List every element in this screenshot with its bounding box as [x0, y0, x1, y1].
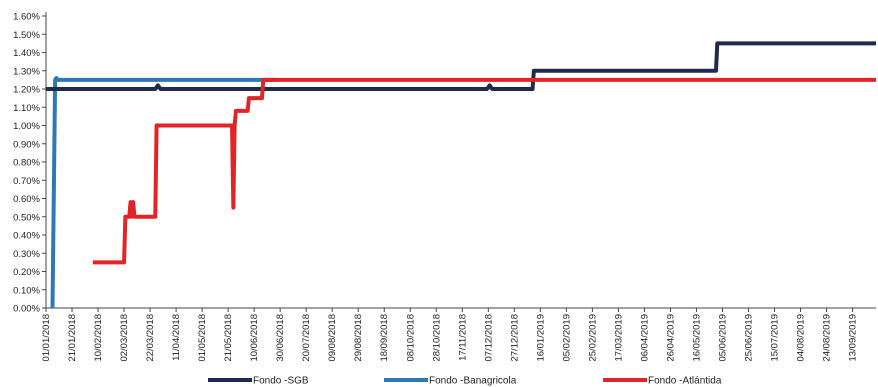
y-tick-label: 1.10% [13, 103, 40, 114]
x-tick-label: 05/06/2019 [717, 314, 728, 362]
x-tick-label: 21/01/2018 [67, 314, 78, 362]
x-tick-label: 22/03/2018 [145, 314, 156, 362]
x-tick-label: 28/10/2018 [431, 314, 442, 362]
x-tick-label: 27/12/2018 [509, 314, 520, 362]
y-tick-label: 0.70% [13, 176, 40, 187]
x-tick-label: 01/05/2018 [197, 314, 208, 362]
y-tick-label: 0.90% [13, 139, 40, 150]
x-tick-label: 30/06/2018 [275, 314, 286, 362]
x-tick-label: 24/08/2019 [822, 314, 833, 362]
series-layer [46, 41, 876, 309]
x-tick-label: 09/08/2018 [327, 314, 338, 362]
y-tick-label: 0.00% [13, 304, 40, 315]
x-tick-label: 20/07/2018 [301, 314, 312, 362]
x-tick-label: 21/05/2018 [223, 314, 234, 362]
x-tick-label: 11/04/2018 [171, 314, 182, 361]
x-tick-label: 17/03/2019 [613, 314, 624, 362]
y-tick-label: 0.20% [13, 267, 40, 278]
y-tick-label: 0.30% [13, 249, 40, 260]
y-tick-label: 0.60% [13, 194, 40, 205]
x-tick-label: 18/09/2018 [379, 314, 390, 362]
y-tick-label: 0.80% [13, 158, 40, 169]
y-tick-label: 1.20% [13, 85, 40, 96]
y-tick-label: 1.50% [13, 30, 40, 41]
x-axis: 01/01/2018 21/01/2018 10/02/2018 02/03/2018… [41, 307, 876, 362]
x-tick-label: 04/08/2019 [796, 314, 807, 362]
x-tick-label: 29/08/2018 [353, 314, 364, 362]
y-tick-label: 1.60% [13, 12, 40, 23]
x-tick-label: 08/10/2018 [405, 314, 416, 362]
x-tick-label: 25/06/2019 [744, 314, 755, 362]
series-line-1 [50, 76, 275, 309]
y-tick-label: 1.40% [13, 48, 40, 59]
legend-label: Fondo -SGB [253, 376, 309, 387]
series-line-2 [92, 77, 876, 265]
y-tick-label: 0.40% [13, 231, 40, 242]
x-tick-label: 16/01/2019 [535, 314, 546, 362]
x-tick-label: 26/04/2019 [665, 314, 676, 362]
y-tick-label: 1.30% [13, 66, 40, 77]
x-tick-label: 06/04/2019 [639, 314, 650, 362]
x-tick-label: 02/03/2018 [119, 314, 130, 362]
x-tick-label: 07/12/2018 [483, 314, 494, 362]
legend-label: Fondo -Atlántida [648, 376, 722, 387]
x-tick-label: 25/02/2019 [587, 314, 598, 362]
x-tick-label: 05/02/2019 [561, 314, 572, 362]
y-tick-label: 1.00% [13, 121, 40, 132]
x-tick-label: 17/11/2018 [457, 314, 468, 361]
x-tick-label: 13/09/2019 [848, 314, 859, 362]
legend-label: Fondo -Banagricola [429, 376, 517, 387]
series-line-0 [46, 41, 876, 91]
y-tick-label: 0.50% [13, 212, 40, 223]
y-tick-label: 0.10% [13, 285, 40, 296]
y-axis: 0.00% 0.10% 0.20% 0.30% 0.40% 0.50% 0.60% 0.70%… [13, 12, 47, 315]
x-tick-label: 16/05/2019 [691, 314, 702, 362]
x-tick-label: 01/01/2018 [41, 314, 52, 362]
x-tick-label: 10/02/2018 [93, 314, 104, 362]
x-tick-label: 10/06/2018 [249, 314, 260, 362]
x-tick-label: 15/07/2019 [770, 314, 781, 362]
legend: Fondo -SGB Fondo -Banagricola Fondo -Atlán… [208, 376, 722, 387]
